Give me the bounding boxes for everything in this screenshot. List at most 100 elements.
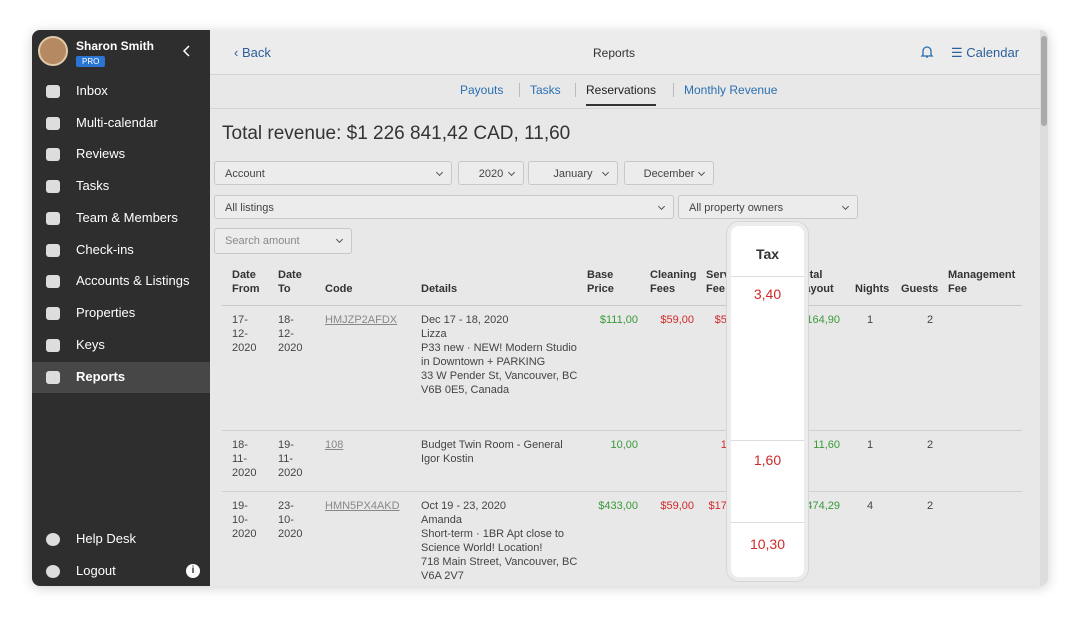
details-line: P33 new · NEW! Modern Studio in Downtown… — [421, 342, 577, 368]
nav-item[interactable]: Keys — [76, 337, 105, 352]
details-line: Dec 17 - 18, 2020 — [421, 314, 509, 326]
page-title: Reports — [593, 46, 636, 60]
search-input[interactable]: Search amount — [214, 228, 352, 254]
date-to: 18-12-2020 — [278, 314, 303, 354]
details-line: Short-term · 1BR Apt close to Science Wo… — [421, 528, 565, 554]
column-header: Guests — [901, 283, 939, 295]
details: Oct 19 - 23, 2020 Amanda Short-term · 1BR … — [421, 499, 581, 583]
column-header: Cleaning Fees — [650, 269, 697, 295]
details-line: 33 W Pender St, Vancouver, BC V6B 0E5, C… — [421, 370, 578, 396]
user-name: Sharon Smith — [76, 39, 155, 53]
active-item-bg — [32, 362, 210, 393]
nav-icon — [46, 371, 60, 384]
tax-value: 3,40 — [753, 286, 782, 302]
service-fee: $5,1 — [714, 314, 736, 326]
column-header: Date To — [278, 269, 302, 295]
footer-icon — [46, 533, 60, 546]
date-to: 19-11-2020 — [278, 439, 303, 479]
code-link[interactable]: 108 — [325, 439, 344, 451]
date-from: 17-12-2020 — [232, 314, 257, 354]
account-select[interactable]: Account — [214, 161, 452, 185]
details-line: Oct 19 - 23, 2020 — [421, 500, 506, 512]
base-price: 10,00 — [610, 439, 638, 451]
details-line: Budget Twin Room - General — [421, 439, 563, 451]
nights: 1 — [866, 314, 874, 326]
tab-divider — [519, 83, 520, 97]
listings-select[interactable]: All listings — [214, 195, 674, 219]
nav-item[interactable]: Reviews — [76, 146, 126, 161]
nav-item[interactable]: Check-ins — [76, 242, 134, 257]
tab[interactable]: Payouts — [460, 83, 504, 97]
guests: 2 — [926, 314, 934, 326]
total-payout: $164,90 — [800, 314, 840, 326]
bell-icon[interactable] — [920, 45, 934, 59]
main: ‹ Back Reports ☰ Calendar Total revenue:… — [210, 30, 1040, 586]
nav-icon — [46, 275, 60, 288]
details-line: Lizza — [421, 328, 447, 340]
badge: PRO — [76, 56, 106, 67]
nav-icon — [46, 212, 60, 225]
owners-select[interactable]: All property owners — [678, 195, 858, 219]
year-select[interactable]: 2020 — [458, 161, 524, 185]
nav-item[interactable]: Multi-calendar — [76, 115, 158, 130]
code-link[interactable]: HMJZP2AFDX — [325, 314, 398, 326]
nights: 1 — [866, 439, 874, 451]
tax-header-border — [731, 276, 804, 277]
column-header: Management Fee — [948, 269, 1016, 295]
guests: 2 — [926, 500, 934, 512]
nav-item[interactable]: Tasks — [76, 178, 110, 193]
total-payout: 11,60 — [813, 439, 840, 451]
tax-value: 1,60 — [753, 452, 782, 468]
month-to-select[interactable]: December — [624, 161, 714, 185]
calendar-link[interactable]: ☰ Calendar — [951, 45, 1020, 60]
nav-item[interactable]: Properties — [76, 305, 136, 320]
nav-item[interactable]: Team & Members — [76, 210, 178, 225]
back-link[interactable]: ‹ Back — [234, 45, 271, 60]
tab-divider — [575, 83, 576, 97]
code-link[interactable]: HMN5PX4AKD — [325, 500, 400, 512]
nav-item[interactable]: Reports — [76, 369, 126, 384]
scrollbar — [1040, 30, 1048, 586]
tab[interactable]: Tasks — [530, 83, 561, 97]
tab-divider — [673, 83, 674, 97]
nav-item[interactable]: Accounts & Listings — [76, 273, 190, 288]
cleaning-fees: $59,00 — [660, 500, 694, 512]
date-from: 18-11-2020 — [232, 439, 257, 479]
service-fee: $17,7 — [708, 500, 736, 512]
details: Dec 17 - 18, 2020 Lizza P33 new · NEW! Mod… — [421, 313, 581, 397]
tab[interactable]: Reservations — [586, 83, 657, 106]
nav-icon — [46, 180, 60, 193]
tax-header: Tax — [755, 246, 780, 262]
avatar[interactable] — [38, 36, 68, 66]
base-price: $433,00 — [598, 500, 638, 512]
footer-item[interactable]: Help Desk — [76, 531, 136, 546]
tax-row-border — [731, 522, 804, 523]
info-icon[interactable]: i — [186, 564, 200, 578]
column-header: Nights — [855, 283, 890, 295]
details-line: 718 Main Street, Vancouver, BC V6A 2V7 — [421, 556, 578, 582]
tax-highlight: Tax 3,40 1,60 10,30 — [731, 226, 804, 577]
calendar-text[interactable]: Calendar — [966, 45, 1020, 60]
nav-icon — [46, 307, 60, 320]
back-text[interactable]: Back — [241, 45, 271, 60]
row-border — [222, 430, 1022, 431]
nav-icon — [46, 148, 60, 161]
footer-icon — [46, 565, 60, 578]
total-revenue: Total revenue: $1 226 841,42 CAD, 11,60 — [222, 123, 571, 144]
nav-item[interactable]: Inbox — [76, 83, 108, 98]
month-from-select[interactable]: January — [528, 161, 618, 185]
collapse-icon[interactable] — [182, 45, 192, 57]
cleaning-fees: $59,00 — [660, 314, 694, 326]
header-border — [222, 305, 1022, 306]
app-window: Sharon Smith PRO i Inbox Multi-calendar Re… — [32, 30, 1048, 586]
footer-item[interactable]: Logout — [76, 563, 116, 578]
tax-row-border — [731, 440, 804, 441]
sidebar: Sharon Smith PRO i Inbox Multi-calendar Re… — [32, 30, 210, 586]
scroll-thumb[interactable] — [1041, 36, 1047, 126]
tab[interactable]: Monthly Revenue — [684, 83, 778, 97]
column-header: Date From — [232, 269, 260, 295]
nav-icon — [46, 85, 60, 98]
details-line: Igor Kostin — [421, 453, 474, 465]
tabs-border — [210, 108, 1040, 109]
